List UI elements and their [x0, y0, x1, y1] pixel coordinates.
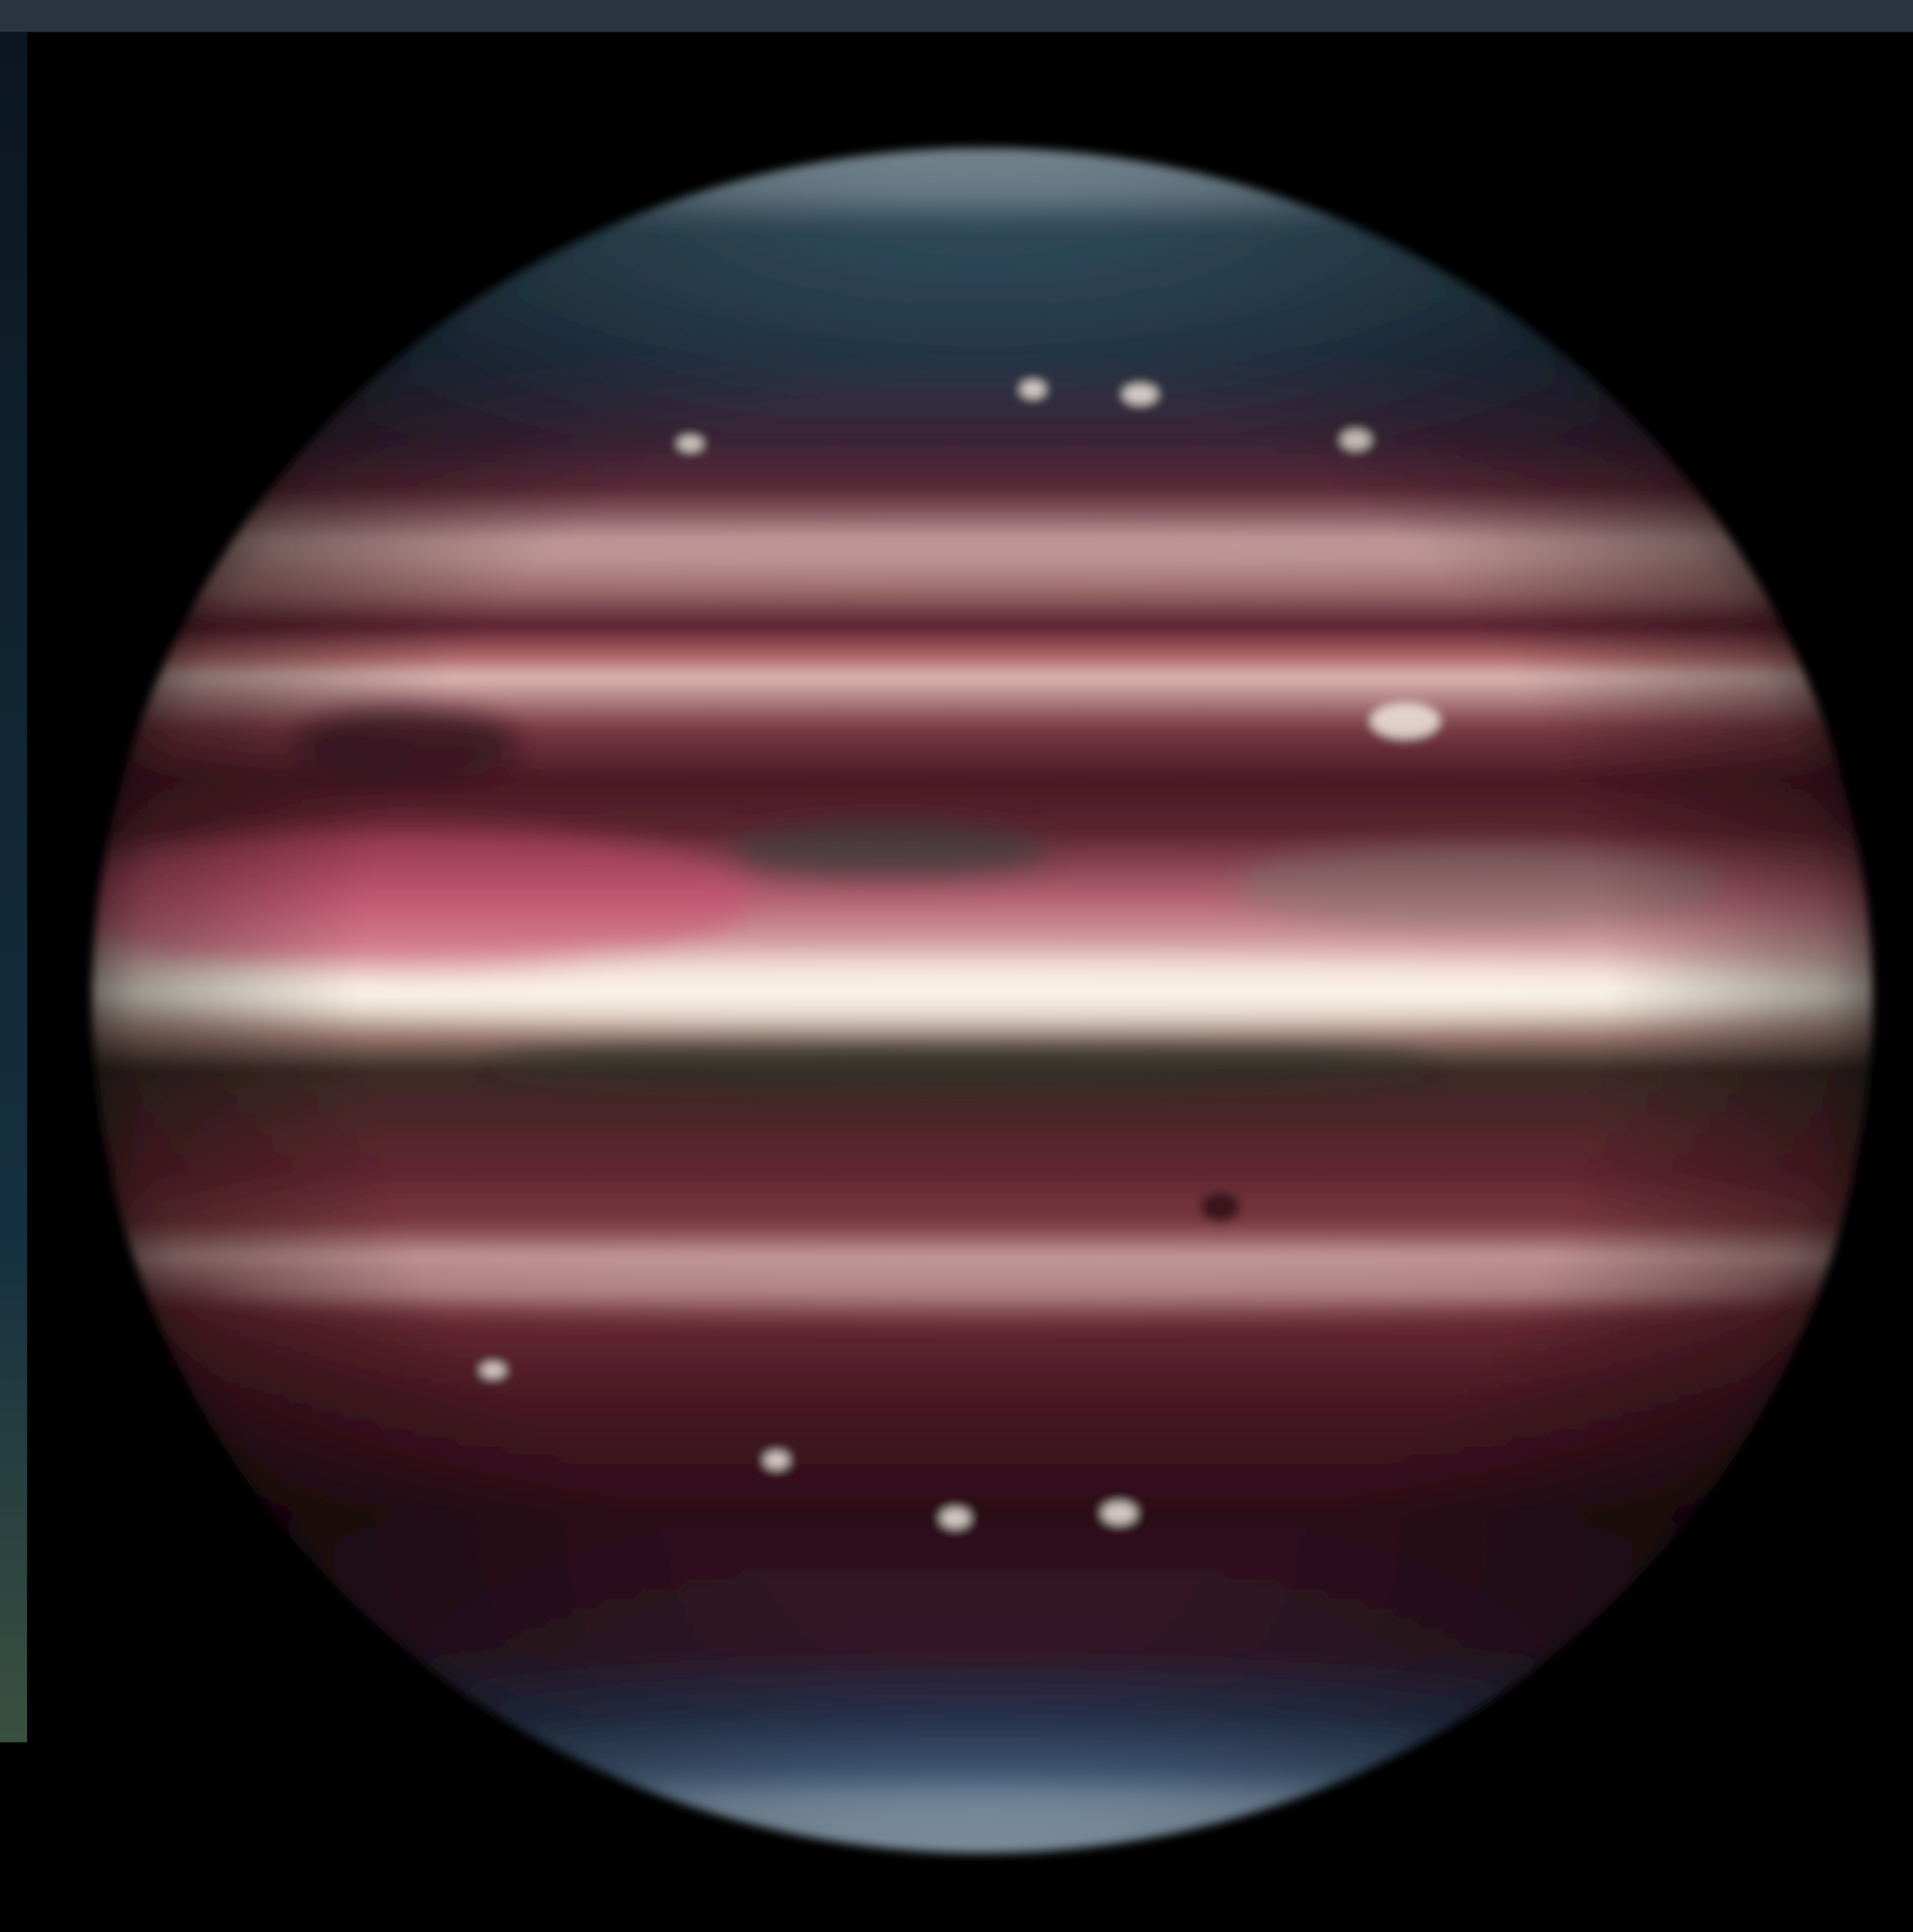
planet-features [92, 147, 1873, 1853]
planet [92, 147, 1873, 1853]
side-strip [0, 32, 28, 1743]
top-bar [0, 0, 1913, 33]
limb-darkening [92, 147, 1873, 1853]
